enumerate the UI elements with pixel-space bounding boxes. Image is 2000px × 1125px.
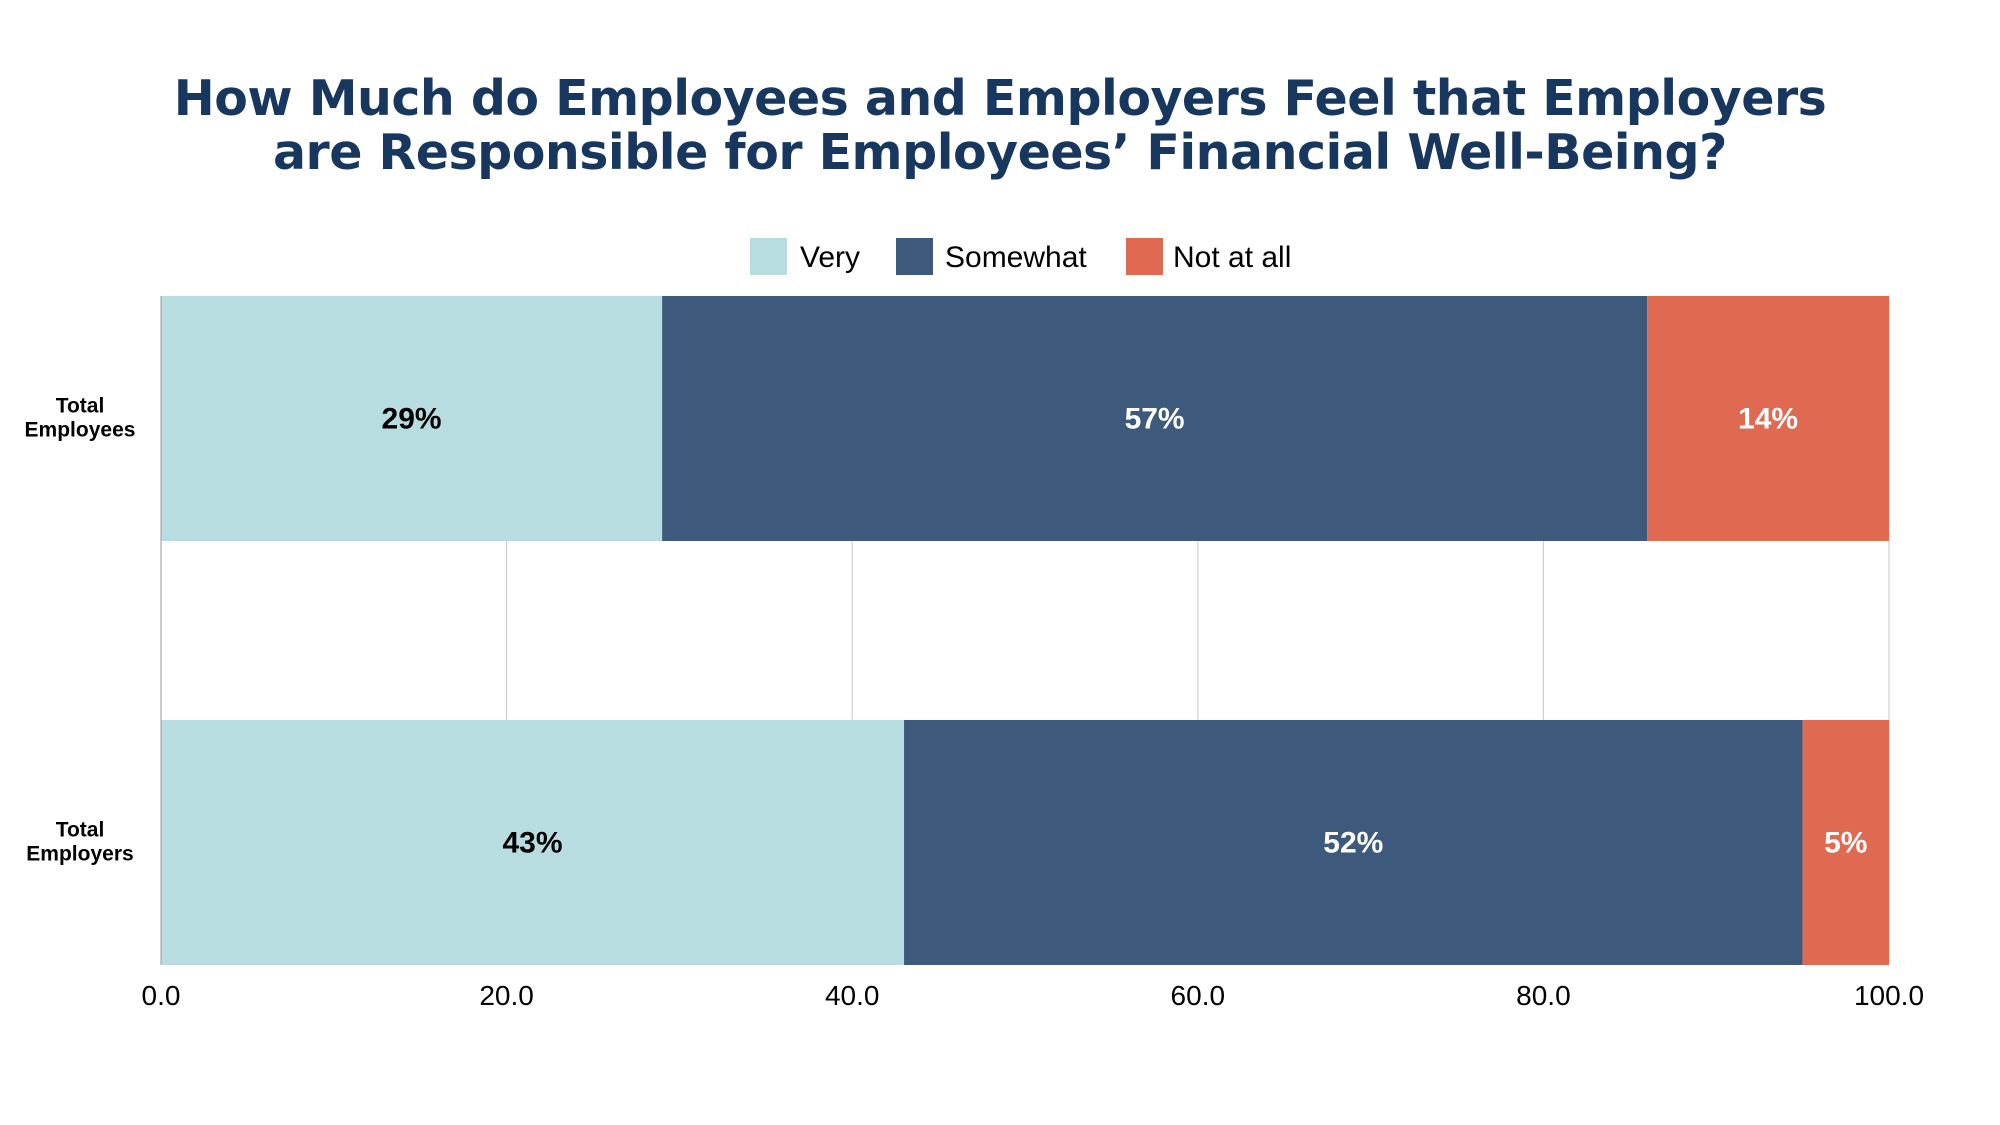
x-tick-label: 60.0 — [1171, 980, 1226, 1011]
x-tick-label: 80.0 — [1516, 980, 1571, 1011]
legend-label: Not at all — [1173, 241, 1291, 274]
category-label: Total — [56, 395, 105, 418]
legend-swatch-somewhat — [896, 238, 933, 275]
data-label: 14% — [1738, 403, 1798, 436]
legend-swatch-very — [750, 238, 787, 275]
legend-swatch-not-at-all — [1126, 238, 1163, 275]
bar-somewhat-1 — [904, 720, 1803, 965]
x-tick-label: 40.0 — [825, 980, 880, 1011]
data-label: 5% — [1824, 827, 1867, 860]
bar-not-at-all-1 — [1802, 720, 1889, 965]
x-tick-label: 20.0 — [479, 980, 534, 1011]
bar-somewhat-0 — [662, 296, 1648, 541]
data-label: 52% — [1323, 827, 1383, 860]
category-label: Total — [56, 819, 105, 842]
data-label: 57% — [1125, 403, 1185, 436]
category-label: Employees — [25, 419, 136, 442]
legend-label: Very — [800, 241, 860, 274]
x-tick-label: 0.0 — [142, 980, 181, 1011]
legend-label: Somewhat — [945, 241, 1087, 274]
data-label: 29% — [382, 403, 442, 436]
chart-title-line-2: are Responsible for Employees’ Financial… — [272, 124, 1728, 181]
data-label: 43% — [502, 827, 562, 860]
bar-very-0 — [161, 296, 663, 541]
bar-very-1 — [161, 720, 905, 965]
bar-not-at-all-0 — [1647, 296, 1889, 541]
category-label: Employers — [26, 843, 133, 866]
chart-title-line-1: How Much do Employees and Employers Feel… — [173, 70, 1827, 127]
chart-title: How Much do Employees and Employers Feel… — [0, 72, 2000, 180]
x-tick-label: 100.0 — [1854, 980, 1924, 1011]
